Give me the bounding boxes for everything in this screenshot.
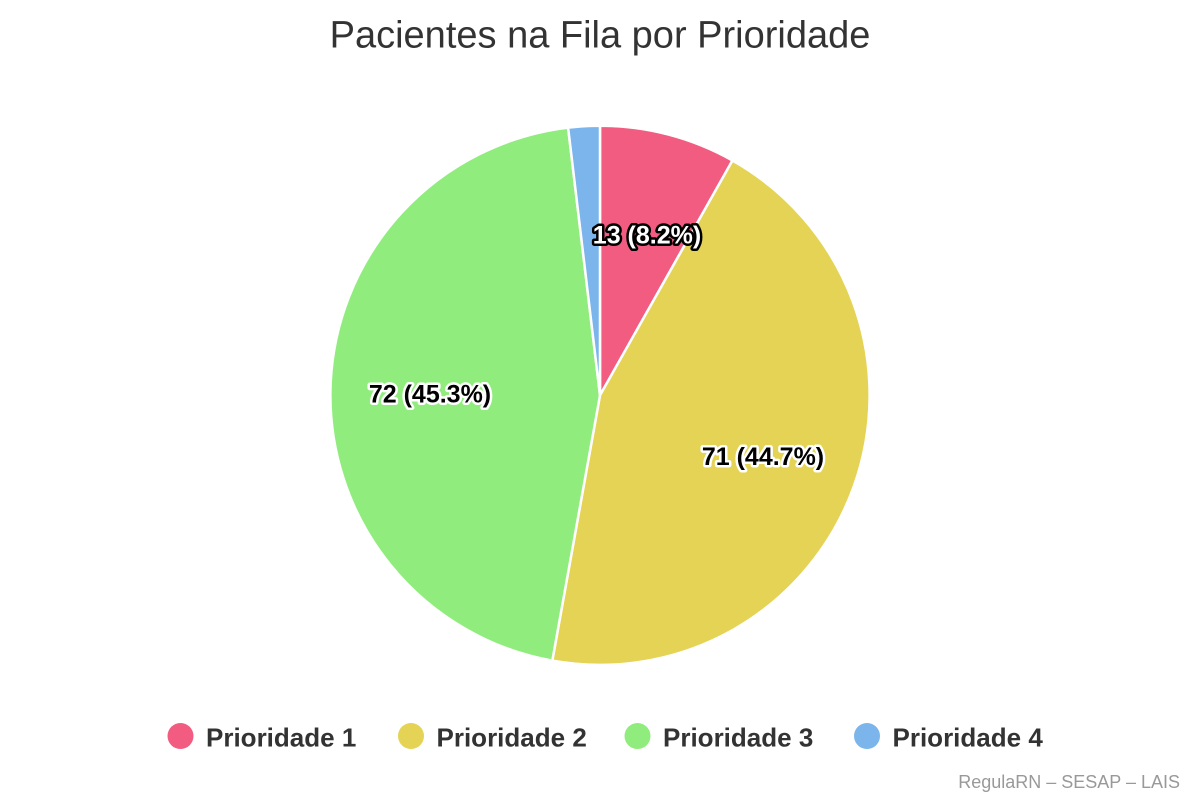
svg-text:72 (45.3%): 72 (45.3%) — [369, 381, 491, 409]
svg-text:Prioridade 3: Prioridade 3 — [663, 723, 813, 753]
svg-text:13 (8.2%): 13 (8.2%) — [593, 222, 701, 250]
svg-text:Prioridade 4: Prioridade 4 — [893, 723, 1044, 753]
svg-text:Pacientes na Fila por Priorida: Pacientes na Fila por Prioridade — [330, 15, 871, 57]
svg-text:71 (44.7%): 71 (44.7%) — [702, 443, 824, 471]
svg-text:Prioridade 1: Prioridade 1 — [206, 723, 356, 753]
svg-text:RegulaRN – SESAP – LAIS: RegulaRN – SESAP – LAIS — [958, 772, 1180, 792]
svg-text:Prioridade 2: Prioridade 2 — [437, 723, 587, 753]
